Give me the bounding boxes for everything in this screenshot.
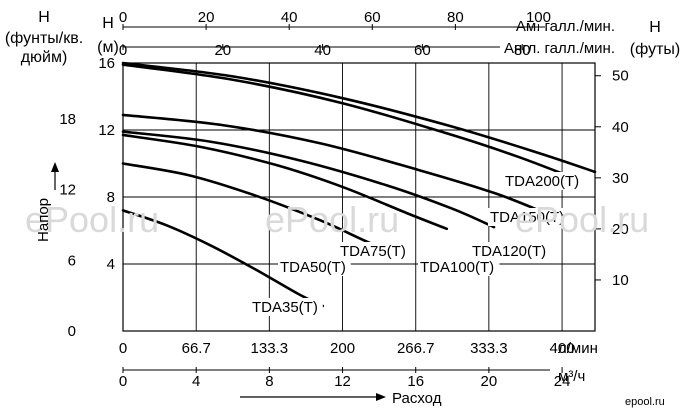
m3h-tick-label: 4 [192, 373, 200, 390]
series-label-bg-tda150t [488, 208, 570, 226]
series-label-bg-tda120t [470, 242, 552, 260]
flow-axis-title: Расход [392, 390, 442, 407]
feet-tick-label: 10 [612, 272, 629, 289]
flow-arrow-head [376, 393, 386, 401]
lmin-tick-label: 133.3 [251, 340, 289, 357]
corner-logo: epool.ru [625, 396, 665, 408]
meter-tick-label: 8 [107, 189, 115, 206]
psi-axis-title-line2: (фунты/кв. [5, 30, 83, 47]
psi-axis-title-line3: дюйм) [21, 49, 68, 66]
head-axis-title: Напор [35, 198, 52, 242]
feet-tick-label: 50 [612, 68, 629, 85]
series-label-tda75t: TDA75(T) [340, 243, 406, 260]
series-label-tda200t: TDA200(T) [505, 173, 579, 190]
m3h-tick-label: 20 [481, 373, 498, 390]
feet-axis-title-line1: H [649, 19, 661, 36]
lmin-tick-label: 333.3 [470, 340, 508, 357]
curve-tda75t [121, 133, 449, 231]
usgal-tick-label: 100 [526, 9, 551, 26]
pump-curves: TDA35(T) TDA50(T)TDA75(T) TDA100(T)TDA120(… [121, 61, 597, 316]
curve-tda120t [121, 113, 553, 217]
series-label-tda120t: TDA120(T) [472, 243, 546, 260]
psi-tick-label: 6 [68, 252, 76, 269]
m3h-tick-label: 0 [119, 373, 127, 390]
m3h-axis-title: м³/ч [558, 368, 585, 385]
meter-axis-title-line2: (м) [97, 39, 119, 56]
series-label-bg-tda50t [278, 258, 351, 276]
curve-tda200t [121, 61, 597, 174]
usgal-tick-label: 40 [281, 9, 298, 26]
psi-tick-label: 12 [59, 182, 76, 199]
psi-tick-label: 0 [68, 323, 76, 340]
m3h-tick-label: 16 [407, 373, 424, 390]
meter-tick-label: 16 [98, 55, 115, 72]
usgal-tick-label: 80 [447, 9, 464, 26]
usgal-tick-label: 60 [364, 9, 381, 26]
curve-tda35t [121, 209, 325, 308]
watermark-right: ePool.ru [515, 199, 649, 240]
usgal-tick-label: 0 [119, 9, 127, 26]
lmin-tick-label: 266.7 [397, 340, 435, 357]
ukgal-tick-label: 0 [119, 42, 127, 59]
curve-tda50t [121, 162, 405, 259]
feet-tick-label: 30 [612, 170, 629, 187]
plot-frame [122, 26, 596, 371]
series-label-bg-tda200t [503, 172, 585, 190]
lmin-tick-label: 0 [119, 340, 127, 357]
head-arrow-head [51, 162, 59, 172]
feet-tick-label: 20 [612, 221, 629, 238]
usgal-tick-label: 20 [198, 9, 215, 26]
ukgal-tick-label: 20 [214, 42, 231, 59]
meter-tick-label: 4 [107, 256, 115, 273]
feet-axis-title-line2: (футы) [630, 41, 680, 58]
watermark-center: ePool.ru [265, 199, 399, 240]
plot-border [122, 62, 596, 332]
lmin-tick-label: 400 [550, 340, 575, 357]
ukgal-tick-label: 40 [314, 42, 331, 59]
watermark-left: ePool.ru [25, 199, 159, 240]
m3h-tick-label: 24 [554, 373, 571, 390]
series-label-tda50t: TDA50(T) [280, 259, 346, 276]
series-label-tda100t: TDA100(T) [420, 259, 494, 276]
ukgal-axis-title: Англ. галл./мин. [504, 40, 615, 57]
usgal-axis-title: Ам. галл./мин. [516, 18, 615, 35]
lmin-axis-title: л/мин [558, 340, 598, 357]
feet-tick-label: 40 [612, 119, 629, 136]
ukgal-tick-label: 80 [514, 42, 531, 59]
psi-tick-label: 18 [59, 111, 76, 128]
curve-tda150t [121, 63, 577, 180]
series-label-tda150t: TDA150(T) [490, 209, 564, 226]
m3h-tick-label: 8 [265, 373, 273, 390]
curve-tda100t [121, 130, 496, 229]
ukgal-tick-label: 60 [414, 42, 431, 59]
lmin-tick-label: 66.7 [182, 340, 211, 357]
psi-axis-title-line1: H [38, 9, 50, 26]
meter-axis-title-line1: H [102, 15, 114, 32]
m3h-tick-label: 12 [334, 373, 351, 390]
series-label-bg-tda35t [250, 298, 323, 316]
series-label-bg-tda100t [418, 258, 500, 276]
meter-tick-label: 12 [98, 122, 115, 139]
series-label-tda35t: TDA35(T) [252, 299, 318, 316]
lmin-tick-label: 200 [330, 340, 355, 357]
series-label-bg-tda75t [338, 242, 411, 260]
